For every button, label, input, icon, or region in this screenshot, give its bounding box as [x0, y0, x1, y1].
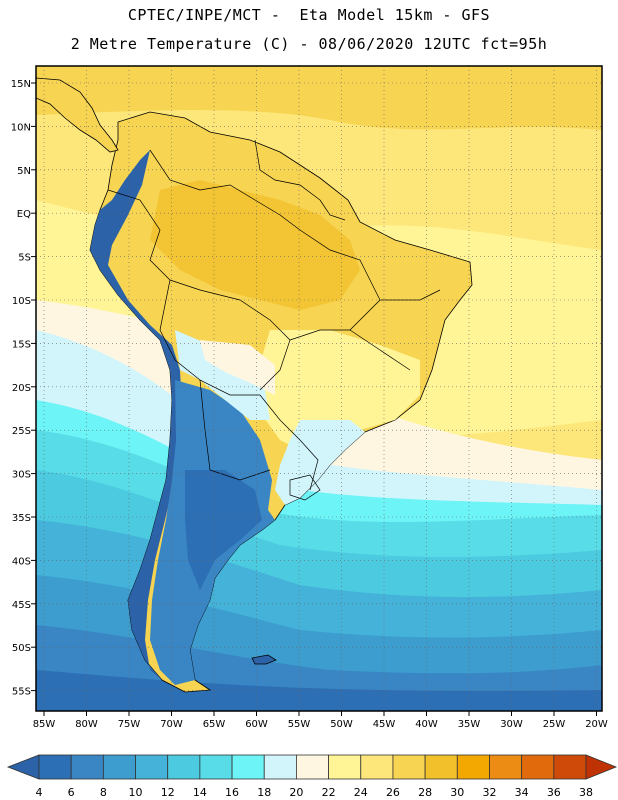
longitude-label: 40W: [415, 719, 438, 730]
falkland-islands: [251, 654, 277, 665]
legend-swatch: [135, 754, 169, 780]
legend-swatch: [199, 754, 233, 780]
legend-tick-label: 14: [193, 786, 207, 799]
legend-tick-label: 12: [161, 786, 175, 799]
central-argentina-colder: [185, 470, 262, 590]
legend-tick-label: 24: [354, 786, 368, 799]
latitude-label: 55S: [12, 687, 31, 698]
legend-swatch: [38, 754, 72, 780]
central-america-landmass: [36, 77, 119, 153]
latitude-label: EQ: [17, 209, 31, 220]
legend-swatch: [360, 754, 394, 780]
latitude-label: 30S: [12, 470, 31, 481]
latitude-label: 5N: [17, 166, 31, 177]
lat-lon-grid: [31, 66, 602, 716]
latitude-label: 25S: [12, 426, 31, 437]
longitude-label: 60W: [245, 719, 268, 730]
title-line-1: CPTEC/INPE/MCT - Eta Model 15km - GFS: [127, 6, 491, 24]
field-south-4: [36, 670, 602, 711]
latitude-label: 15S: [12, 339, 31, 350]
latitude-label: 10S: [12, 296, 31, 307]
south-brazil-cool: [275, 420, 365, 505]
legend-swatch: [456, 754, 490, 780]
legend-tick-label: 8: [100, 786, 107, 799]
legend-tick-label: 28: [418, 786, 432, 799]
latitude-label: 35S: [12, 513, 31, 524]
legend-swatch: [489, 754, 523, 780]
longitude-label: 80W: [75, 719, 98, 730]
legend-arrow-high: [585, 754, 618, 780]
legend-tick-label: 18: [257, 786, 271, 799]
longitude-label: 65W: [203, 719, 226, 730]
latitude-label: 40S: [12, 556, 31, 567]
legend-swatch: [392, 754, 426, 780]
legend-tick-label: 36: [547, 786, 561, 799]
legend-swatch: [263, 754, 297, 780]
legend-swatch: [70, 754, 104, 780]
map-frame: [35, 65, 603, 712]
field-north-warm: [36, 66, 602, 130]
longitude-label: 85W: [33, 719, 56, 730]
latitude-label: 45S: [12, 600, 31, 611]
legend-tick-label: 22: [322, 786, 336, 799]
legend-swatch: [231, 754, 265, 780]
latitude-label: 20S: [12, 383, 31, 394]
longitude-label: 50W: [330, 719, 353, 730]
title-line-2: 2 Metre Temperature (C) - 08/06/2020 12U…: [70, 35, 548, 53]
longitude-labels: 85W 80W 75W 70W 65W 60W 55W 50W 45W 40W 35W 30W 25W 2…: [33, 719, 608, 730]
legend-tick-label: 20: [289, 786, 303, 799]
legend-tick-label: 38: [579, 786, 593, 799]
longitude-label: 70W: [160, 719, 183, 730]
longitude-label: 75W: [118, 719, 141, 730]
longitude-label: 45W: [373, 719, 396, 730]
longitude-label: 30W: [500, 719, 523, 730]
longitude-label: 55W: [288, 719, 311, 730]
amazon-warm-area: [150, 180, 360, 310]
bolivian-transition: [175, 330, 270, 420]
latitude-label: 5S: [18, 253, 31, 264]
legend-arrow-low: [6, 754, 40, 780]
legend-tick-label: 10: [129, 786, 143, 799]
longitude-label: 35W: [458, 719, 481, 730]
andes-cold-ridge: [90, 150, 182, 680]
legend-swatch: [424, 754, 458, 780]
latitude-label: 10N: [11, 122, 31, 133]
legend-swatch: [167, 754, 201, 780]
longitude-label: 25W: [543, 719, 566, 730]
legend-swatch: [328, 754, 362, 780]
longitude-label: 20W: [585, 719, 608, 730]
legend-tick-label: 32: [482, 786, 496, 799]
legend-tick-label: 26: [386, 786, 400, 799]
latitude-labels: 15N 10N 5N EQ 5S 10S 15S 20S 25S 30S 35S 40S 45S 50S 5…: [11, 79, 31, 698]
chaco-mild: [200, 340, 275, 395]
latitude-label: 15N: [11, 79, 31, 90]
legend-tick-label: 30: [450, 786, 464, 799]
legend-tick-label: 4: [36, 786, 43, 799]
southeast-brazil-mild: [255, 330, 420, 450]
legend-swatch: [521, 754, 555, 780]
legend-swatch: [102, 754, 136, 780]
legend-tick-label: 34: [515, 786, 529, 799]
map-area: [36, 66, 602, 711]
legend-tick-label: 6: [68, 786, 75, 799]
legend-tick-label: 16: [225, 786, 239, 799]
latitude-label: 50S: [12, 643, 31, 654]
legend-swatch: [553, 754, 587, 780]
legend-swatch: [296, 754, 329, 780]
